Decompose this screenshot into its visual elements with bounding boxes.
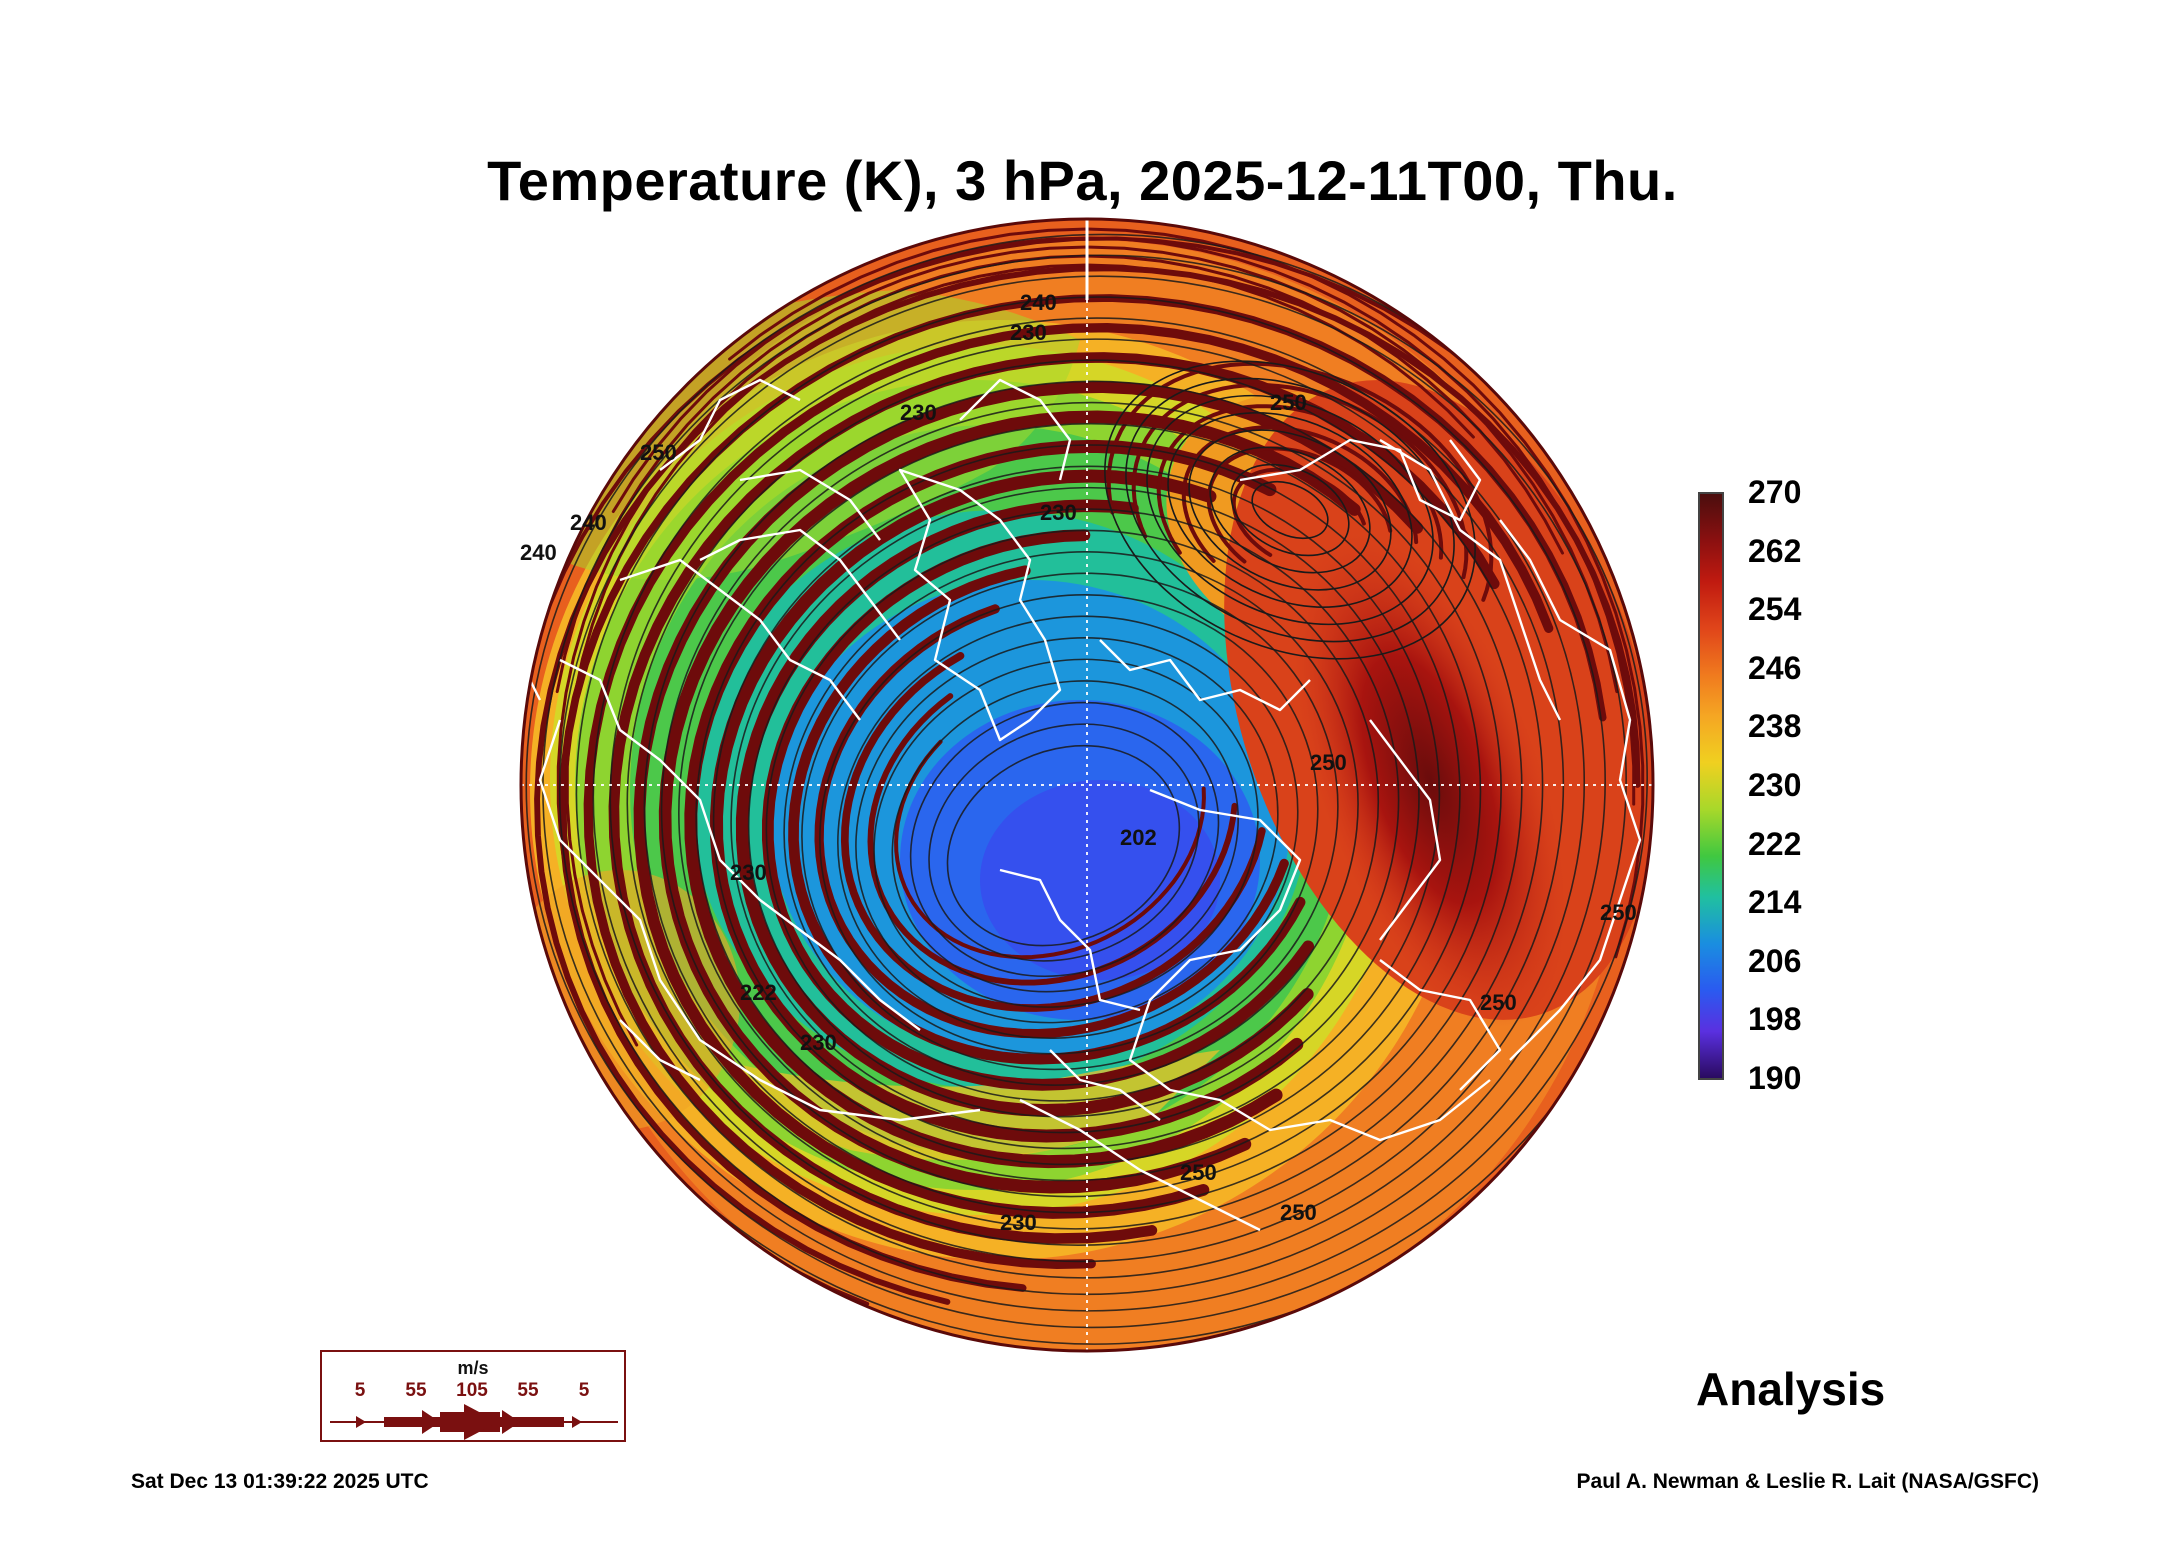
temperature-contour [660,401,1502,1198]
contour-label: 240 [570,510,607,535]
colorbar-label: 254 [1748,591,1802,628]
temperature-colorbar [1698,492,1724,1080]
analysis-label: Analysis [1696,1363,1886,1415]
colorbar-label: 222 [1748,825,1802,862]
temperature-contour [558,275,1627,1296]
wind-streamline [710,469,1304,1143]
temperature-contour [1230,463,1350,557]
wind-streamline [633,381,1424,1219]
wind-legend-tick: 105 [456,1380,488,1401]
temperature-contours [521,219,1653,1345]
temperature-contour [909,701,1220,978]
contour-label: 250 [1480,990,1517,1015]
contour-label: 230 [1010,320,1047,345]
temperature-contour [1104,360,1476,660]
contour-label: 240 [520,540,557,565]
wind-streamline [611,236,1636,806]
temperature-contour [855,637,1279,1024]
wind-streamline [762,529,1315,1091]
temperature-contour [1188,429,1392,591]
wind-streamline [1206,446,1393,564]
globe-field [521,219,1653,1351]
temperature-contour [747,508,1400,1118]
contour-label: 250 [1270,390,1307,415]
temperature-contour [609,338,1565,1246]
temperature-contour [765,529,1380,1102]
temperature-contour [1125,377,1455,643]
wind-streamline [556,254,1564,879]
temperature-contour [801,572,1339,1071]
wind-streamline [1181,425,1419,563]
wind-legend-arrow [330,1404,618,1440]
wind-streamline [735,499,1314,1117]
temperature-contour [542,254,1648,1312]
credit: Paul A. Newman & Leslie R. Lait (NASA/GS… [1576,1470,2039,1493]
wind-streamline [1231,467,1366,557]
temperature-contour [891,680,1239,993]
contour-label: 240 [1020,290,1057,315]
contour-label: 250 [640,440,677,465]
colorbar-label: 262 [1748,532,1802,569]
temperature-contour [819,593,1319,1055]
contour-label: 250 [1310,750,1347,775]
temperature-contour [783,551,1359,1086]
temperature-contour [592,317,1585,1263]
colorbar-label: 206 [1748,942,1802,979]
colorbar-label: 190 [1748,1060,1802,1096]
wind-streamline [728,227,1645,959]
wind-streamline [894,739,1206,960]
wind-streamline [814,604,1289,1039]
coastlines [521,378,1642,1232]
temperature-contour [1209,446,1371,574]
temperature-contour [1251,480,1329,540]
wind-legend-tick: 5 [578,1380,590,1401]
wind-streamline [565,263,1475,1047]
temperature-contour [873,658,1259,1008]
colorbar-label: 246 [1748,649,1802,686]
temperature-contour [626,359,1544,1230]
contour-labels: 240 230 250 250 240 250 230 230 250 230 202 230 250 2… [520,290,1637,1235]
temperature-contour [928,723,1200,962]
temperature-contour [695,444,1461,1166]
colorbar-label: 270 [1748,474,1802,510]
temperature-contour [837,615,1299,1039]
temperature-contour [643,380,1523,1214]
colorbar-label: 214 [1748,884,1802,921]
contour-label: 250 [1280,1200,1317,1225]
contour-label: 222 [740,980,777,1005]
temperature-contour [1167,412,1413,608]
temperature-contour [712,465,1441,1150]
contour-label: 230 [1040,500,1077,525]
temperature-contour [678,422,1482,1182]
contour-label: 230 [1000,1210,1037,1235]
wind-streamline [558,294,1607,1292]
wind-streamline [1131,382,1469,580]
colorbar-label: 198 [1748,1001,1802,1038]
map-title: Temperature (K), 3 hPa, 2025-12-11T00, T… [487,149,1678,212]
contour-label: 202 [1120,825,1157,850]
wind-legend-tick: 55 [405,1380,427,1401]
wind-streamline [1156,404,1444,560]
wind-legend-unit: m/s [457,1358,489,1378]
temperature-contour [1146,394,1434,626]
temperature-contour [525,233,1653,1329]
contour-label: 250 [1180,1160,1217,1185]
wind-streamline [658,410,1361,1194]
contour-label: 250 [1600,900,1637,925]
wind-streamline [684,439,1283,1169]
wind-legend-tick: 5 [354,1380,366,1401]
temperature-contour [946,744,1181,947]
contour-label: 230 [900,400,937,425]
contour-label: 230 [800,1030,837,1055]
colorbar-label: 230 [1748,767,1802,803]
colorbar-label: 238 [1748,708,1802,745]
wind-speed-legend: m/s 5 55 105 55 5 [320,1350,626,1442]
temperature-contour [521,219,1653,1345]
wind-streamline [840,652,1266,1012]
wind-legend-tick: 55 [517,1380,539,1401]
timestamp: Sat Dec 13 01:39:22 2025 UTC [131,1470,429,1493]
contour-label: 230 [730,860,767,885]
wind-streamline [583,323,1554,1269]
